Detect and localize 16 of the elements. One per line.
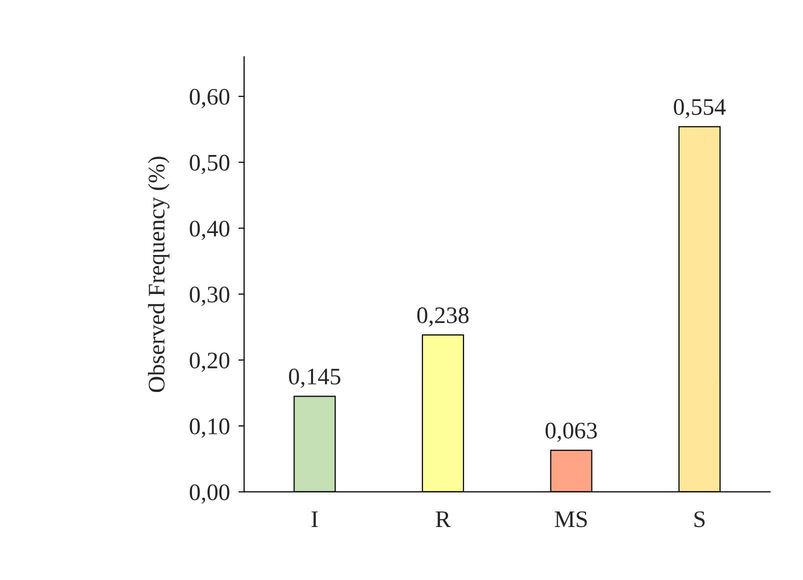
x-tick-label: I [312,512,318,527]
data-label: 0,238 [417,307,469,327]
data-label: 0,145 [289,368,340,388]
y-tick-label: 0,10 [190,418,230,438]
y-tick-label: 0,20 [190,352,230,372]
y-axis-title: Observed Frequency (%) [148,156,170,392]
y-tick-label: 0,00 [190,484,230,504]
x-tick-label: R [436,512,451,527]
y-tick-label: 0,40 [190,220,230,240]
data-label: 0,554 [674,99,726,118]
y-tick-label: 0,30 [190,286,230,306]
y-tick-label: 0,50 [190,154,230,174]
x-tick-label: MS [554,511,587,528]
x-tick-label: S [694,511,705,528]
data-label: 0,063 [546,422,597,442]
y-tick-label: 0,60 [190,88,230,108]
